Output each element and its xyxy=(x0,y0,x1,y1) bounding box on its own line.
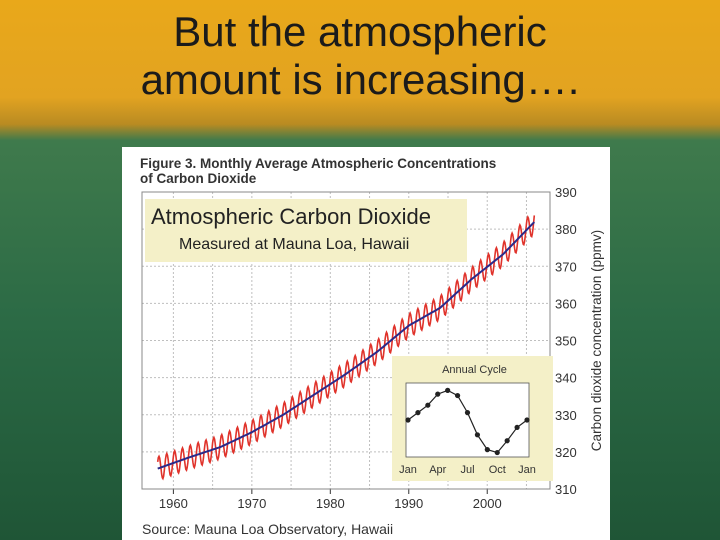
chart-subtitle: Measured at Mauna Loa, Hawaii xyxy=(179,236,409,253)
x-tick-label: 1990 xyxy=(394,496,423,511)
inset-point xyxy=(484,447,490,453)
slide-title-line-1: But the atmospheric xyxy=(173,8,547,55)
y-tick-label: 340 xyxy=(555,371,577,386)
chart-title: Atmospheric Carbon Dioxide xyxy=(151,204,431,229)
inset-title: Annual Cycle xyxy=(442,364,507,376)
title-banner xyxy=(145,199,467,262)
inset-point xyxy=(524,417,530,423)
plot-frame xyxy=(141,191,551,490)
inset-point xyxy=(435,391,441,397)
y-tick-label: 370 xyxy=(555,259,577,274)
source-label: Source: Mauna Loa Observatory, Hawaii xyxy=(142,521,393,537)
x-tick-label: 2000 xyxy=(473,496,502,511)
inset-x-tick-label: Jan xyxy=(399,464,417,476)
inset-point xyxy=(405,417,411,423)
inset-point xyxy=(514,424,520,430)
y-tick-label: 390 xyxy=(555,185,577,200)
x-tick-label: 1960 xyxy=(159,496,188,511)
trend-co2-line xyxy=(157,221,536,470)
y-axis-label: Carbon dioxide concentration (ppmv) xyxy=(589,230,604,451)
inset-point xyxy=(504,438,510,444)
inset-plot xyxy=(405,382,530,458)
inset-x-tick-label: Jul xyxy=(460,464,474,476)
inset-point xyxy=(464,410,471,416)
y-tick-label: 310 xyxy=(555,482,577,497)
y-tick-label: 380 xyxy=(555,222,577,237)
y-tick-label: 350 xyxy=(555,334,577,349)
inset-point xyxy=(454,392,461,399)
inset-point xyxy=(445,387,451,393)
inset-point xyxy=(494,449,500,456)
inset-x-tick-label: Apr xyxy=(429,464,446,476)
co2-chart: 310 320 330 340 350 360 370 380 390 1960 1970 1980 1… xyxy=(141,185,604,537)
figure-caption: Figure 3. Monthly Average Atmospheric Co… xyxy=(140,156,590,186)
inset-x-tick-label: Oct xyxy=(489,464,506,476)
inset-point xyxy=(425,402,431,408)
inset-point xyxy=(474,432,481,438)
slide-title-line-2: amount is increasing…. xyxy=(140,56,580,103)
inset-point xyxy=(415,410,421,416)
x-tick-label: 1980 xyxy=(316,496,345,511)
co2-figure: Figure 3. Monthly Average Atmospheric Co… xyxy=(122,147,610,540)
x-tick-label: 1970 xyxy=(237,496,266,511)
slide-title: But the atmospheric amount is increasing… xyxy=(0,8,720,104)
y-tick-label: 330 xyxy=(555,408,577,423)
figure-caption-line-2: of Carbon Dioxide xyxy=(140,171,257,186)
y-tick-label: 320 xyxy=(555,445,577,460)
seasonal-co2-line xyxy=(156,214,536,481)
y-tick-label: 360 xyxy=(555,296,577,311)
figure-caption-line-1: Figure 3. Monthly Average Atmospheric Co… xyxy=(140,156,497,171)
inset-x-tick-label: Jan xyxy=(518,464,536,476)
